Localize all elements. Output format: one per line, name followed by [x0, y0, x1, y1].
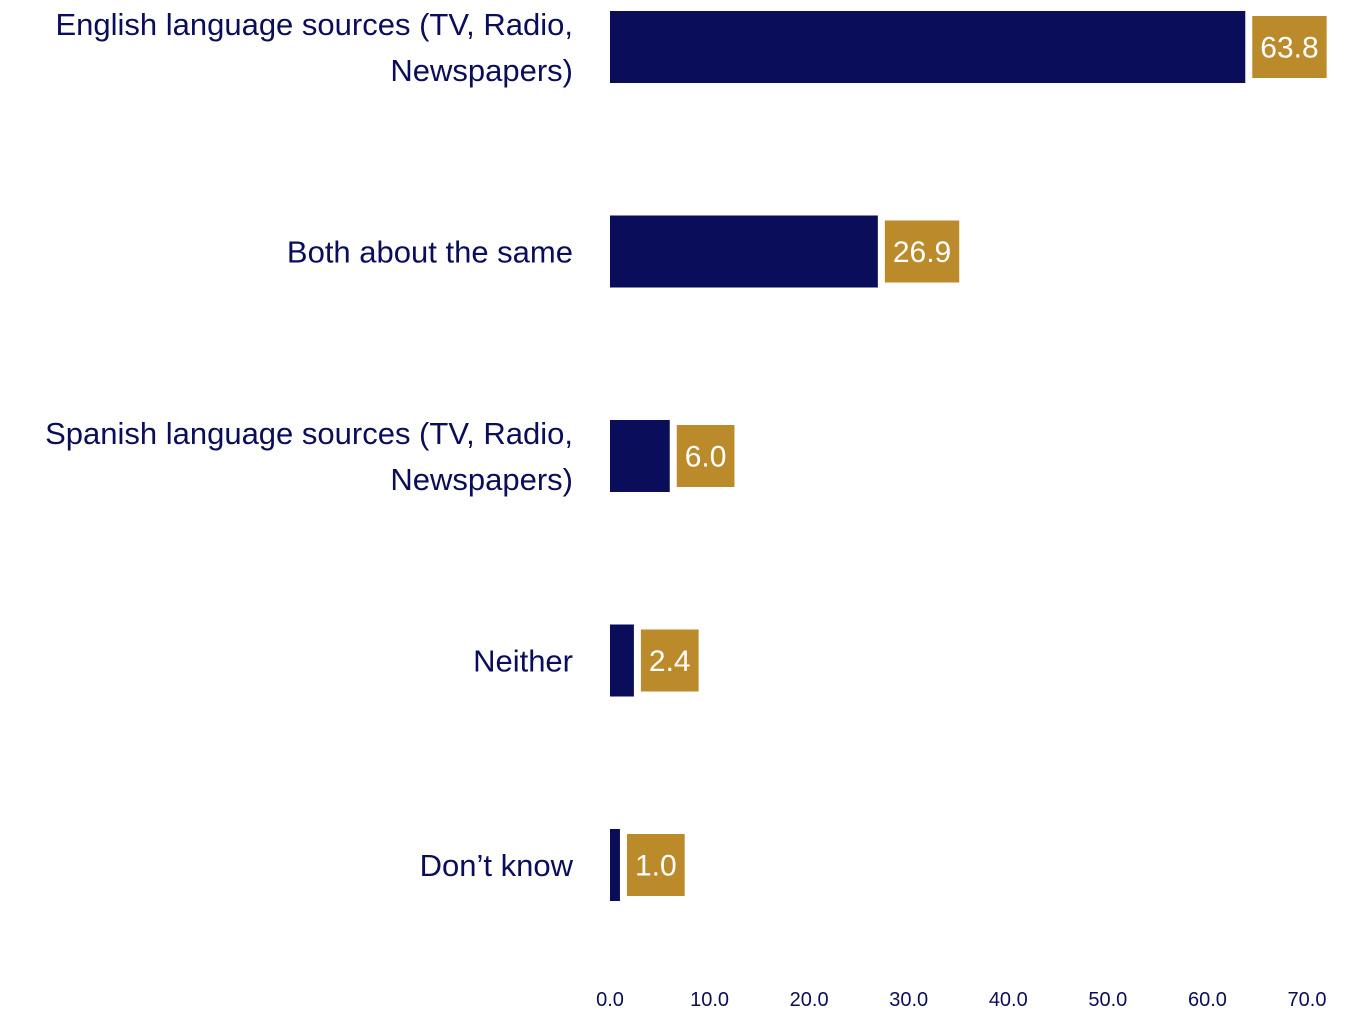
bar: [610, 624, 634, 697]
category-label: Both about the same: [287, 234, 573, 269]
bar-group: 2.4 Neither: [473, 624, 699, 697]
bar-group: 1.0 Don’t know: [420, 829, 685, 901]
data-label: 6.0: [685, 441, 727, 474]
x-tick-label: 30.0: [889, 989, 928, 1010]
category-label-line: Newspapers): [390, 53, 573, 88]
category-label-line: Spanish language sources (TV, Radio,: [45, 416, 573, 451]
data-label-box: [640, 629, 699, 692]
data-label-box: [1252, 16, 1327, 78]
data-label-box: [676, 425, 735, 487]
category-label-line: Newspapers): [390, 462, 573, 497]
data-label-box: [884, 220, 960, 283]
x-tick-label: 40.0: [989, 989, 1028, 1010]
x-tick-label: 70.0: [1288, 989, 1327, 1010]
data-label: 26.9: [893, 236, 951, 269]
category-label-line: Both about the same: [287, 234, 573, 269]
category-label-line: English language sources (TV, Radio,: [55, 7, 573, 42]
data-label: 63.8: [1260, 32, 1318, 65]
bar: [610, 420, 670, 492]
data-label: 1.0: [635, 850, 677, 883]
bar-group: 63.8 English language sources (TV, Radio,…: [55, 7, 1327, 88]
category-label: Neither: [473, 643, 573, 678]
bar: [610, 11, 1246, 83]
x-tick-label: 60.0: [1188, 989, 1227, 1010]
data-label: 2.4: [649, 645, 691, 678]
x-tick-label: 20.0: [790, 989, 829, 1010]
bar-group: 6.0 Spanish language sources (TV, Radio, N…: [45, 416, 735, 497]
bar-group: 26.9 Both about the same: [287, 215, 960, 288]
category-label: English language sources (TV, Radio, News…: [55, 7, 573, 88]
x-tick-label: 0.0: [596, 989, 624, 1010]
data-label-box: [626, 834, 685, 896]
category-label-line: Neither: [473, 643, 573, 678]
bar: [610, 829, 620, 901]
category-label-line: Don’t know: [420, 848, 574, 883]
x-tick-label: 50.0: [1088, 989, 1127, 1010]
category-label: Spanish language sources (TV, Radio, News…: [45, 416, 573, 497]
x-tick-label: 10.0: [690, 989, 729, 1010]
category-label: Don’t know: [420, 848, 574, 883]
bar: [610, 215, 878, 288]
